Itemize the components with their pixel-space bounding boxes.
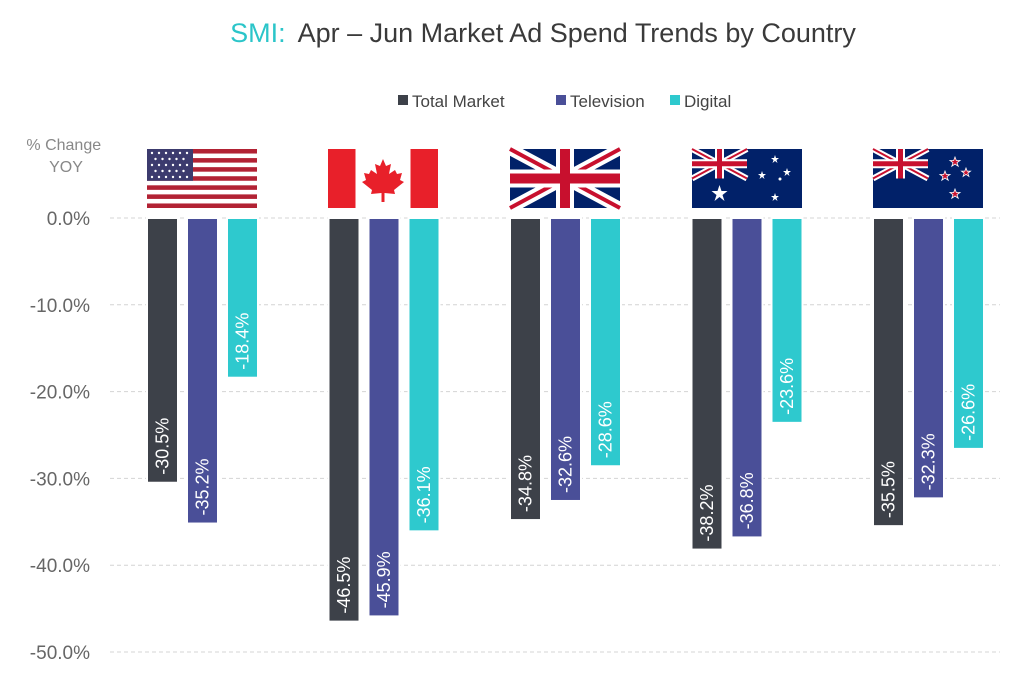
bar-television <box>186 217 219 525</box>
bar-television <box>730 217 764 539</box>
data-label-television: -36.8% <box>737 472 757 529</box>
y-tick-label: -40.0% <box>30 556 90 577</box>
bar-digital <box>589 217 622 468</box>
data-label-television: -32.3% <box>919 433 939 490</box>
y-tick-label: 0.0% <box>47 209 90 230</box>
australia-flag <box>690 146 802 208</box>
chart-title: SMI: Apr – Jun Market Ad Spend Trends by… <box>230 18 856 48</box>
data-label-total-market: -35.5% <box>879 461 899 518</box>
y-axis-label-line-2: YOY <box>49 159 83 176</box>
legend: Total Market Television Digital <box>398 92 731 111</box>
title-text: Apr – Jun Market Ad Spend Trends by Coun… <box>298 18 857 48</box>
bar-total-market <box>690 217 724 551</box>
data-label-total-market: -46.5% <box>334 557 354 614</box>
data-label-television: -35.2% <box>193 458 213 515</box>
bar-total-market <box>327 217 361 623</box>
y-tick-label: -50.0% <box>30 643 90 664</box>
data-label-total-market: -38.2% <box>697 485 717 542</box>
data-label-television: -32.6% <box>556 436 576 493</box>
uk-flag <box>507 143 623 214</box>
y-tick-label: -10.0% <box>30 296 90 317</box>
bar-total-market <box>509 217 542 522</box>
bar-digital <box>226 217 259 379</box>
data-label-digital: -23.6% <box>777 358 797 415</box>
y-tick-labels: 0.0% -10.0% -20.0% -30.0% -40.0% -50.0% <box>30 209 90 664</box>
bar-television <box>367 217 401 618</box>
bar-television <box>912 217 945 500</box>
legend-label-total-market: Total Market <box>412 92 505 111</box>
bar-digital <box>770 217 804 424</box>
legend-swatch-digital <box>670 95 680 105</box>
bar-television <box>549 217 582 502</box>
data-label-digital: -28.6% <box>596 401 616 458</box>
data-label-total-market: -34.8% <box>516 455 536 512</box>
data-label-total-market: -30.5% <box>153 418 173 475</box>
bar-total-market <box>146 217 179 484</box>
bar-digital <box>952 217 985 450</box>
y-tick-label: -30.0% <box>30 469 90 490</box>
y-axis-label-line-1: % Change <box>26 137 101 154</box>
bar-digital <box>407 217 441 533</box>
us-flag <box>147 149 257 208</box>
legend-label-television: Television <box>570 92 645 111</box>
legend-swatch-total-market <box>398 95 408 105</box>
title-prefix: SMI: <box>230 18 286 48</box>
y-axis-label: % Change YOY <box>26 137 105 176</box>
y-tick-label: -20.0% <box>30 383 90 404</box>
bars <box>146 217 985 623</box>
data-label-television: -45.9% <box>374 551 394 608</box>
data-labels: -30.5% -35.2% -18.4% -46.5% -45.9% -36.1% -34.… <box>153 313 979 614</box>
bar-total-market <box>872 217 905 528</box>
legend-label-digital: Digital <box>684 92 731 111</box>
data-label-digital: -36.1% <box>414 466 434 523</box>
legend-swatch-television <box>556 95 566 105</box>
new-zealand-flag <box>871 146 983 208</box>
canada-flag <box>328 149 438 208</box>
data-label-digital: -18.4% <box>233 313 253 370</box>
data-label-digital: -26.6% <box>959 384 979 441</box>
